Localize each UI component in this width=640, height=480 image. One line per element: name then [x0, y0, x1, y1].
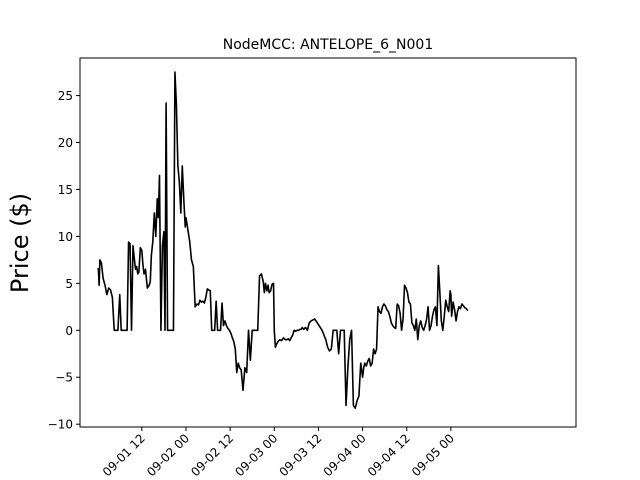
x-tick-label: 09-04 00	[321, 431, 369, 479]
series-line-0	[97, 71, 469, 410]
y-tick-label: 10	[58, 230, 73, 244]
x-tick-label: 09-05 00	[409, 431, 457, 479]
y-tick-label: −10	[48, 418, 73, 432]
y-tick-label: 5	[65, 277, 73, 291]
plot-frame	[79, 57, 577, 428]
x-tick-label: 09-02 00	[144, 431, 192, 479]
y-tick-label: 0	[65, 324, 73, 338]
x-tick-label: 09-04 12	[365, 431, 413, 479]
x-tick-label: 09-01 12	[100, 431, 148, 479]
x-tick-label: 09-02 12	[188, 431, 236, 479]
y-tick-label: 25	[58, 89, 73, 103]
y-tick-label: 20	[58, 136, 73, 150]
y-axis-label: Price ($)	[6, 193, 34, 293]
y-axis: −10 −5 0 5 10 15 20 25	[48, 89, 80, 432]
y-tick-label: −5	[55, 371, 73, 385]
chart-title: NodeMCC: ANTELOPE_6_N001	[223, 37, 434, 53]
x-tick-label: 09-03 12	[277, 431, 325, 479]
y-tick-label: 15	[58, 183, 73, 197]
x-tick-label: 09-03 00	[232, 431, 280, 479]
plot-area	[97, 71, 469, 410]
